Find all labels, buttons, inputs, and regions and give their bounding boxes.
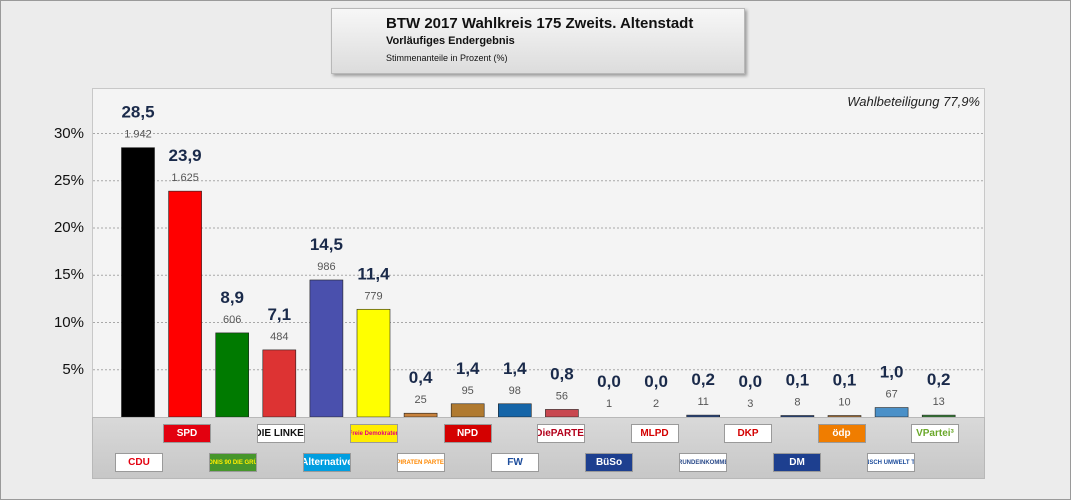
logo-afd: Alternative — [303, 453, 351, 472]
logo-bge: GRUNDEINKOMMEN — [679, 453, 727, 472]
value-label: 11,4 — [357, 264, 390, 283]
bar-cdu — [121, 147, 155, 418]
bar-grüne — [215, 332, 249, 418]
bar-npd — [450, 403, 485, 418]
chart-note: Stimmenanteile in Prozent (%) — [386, 53, 508, 63]
votes-label: 67 — [885, 389, 897, 401]
y-tick-label: 5% — [62, 360, 84, 378]
logo-dkp: DKP — [724, 424, 772, 443]
logo-spd: SPD — [163, 424, 211, 443]
y-axis: 5% 10% 15% 20% 25% 30% — [0, 0, 92, 420]
value-label: 14,5 — [310, 235, 343, 254]
logo-fdp: Freie Demokraten — [350, 424, 398, 443]
votes-label: 56 — [556, 390, 568, 402]
value-label: 7,1 — [267, 305, 291, 324]
value-label: 1,0 — [880, 363, 904, 382]
value-label: 0,2 — [927, 370, 951, 389]
value-label: 0,1 — [833, 371, 857, 390]
votes-label: 484 — [270, 331, 288, 343]
y-tick-label: 20% — [53, 219, 84, 236]
bar-die-linke — [262, 349, 297, 418]
votes-label: 25 — [414, 394, 426, 406]
logo-die-linke: DIE LINKE. — [256, 424, 305, 443]
votes-label: 10 — [838, 397, 850, 409]
bar-bge — [686, 414, 721, 418]
logo-cdu: CDU — [115, 453, 163, 472]
bar-die-partei — [545, 409, 579, 418]
logo-gruene: BÜNDNIS 90 DIE GRÜNEN — [209, 453, 257, 472]
y-tick-label: 15% — [53, 266, 84, 284]
y-tick-label: 10% — [53, 313, 84, 331]
y-tick-label: 25% — [53, 171, 84, 189]
logo-npd: NPD — [443, 424, 492, 443]
value-label: 1,4 — [503, 359, 527, 378]
logo-bueso: BüSo — [585, 453, 633, 472]
logo-oedp: ödp — [817, 424, 866, 443]
value-label: 0,0 — [644, 372, 668, 391]
logo-v-partei: VPartei³ — [911, 424, 959, 443]
logo-dm: DM — [773, 453, 821, 472]
bar-fdp — [356, 308, 391, 418]
votes-label: 11 — [697, 396, 708, 408]
logo-mlpd: MLPD — [630, 424, 679, 443]
chart-subtitle: Vorläufiges Endergebnis — [386, 35, 515, 47]
votes-label: 95 — [462, 385, 474, 397]
bar-tierschutz — [874, 407, 909, 418]
votes-label: 98 — [509, 385, 521, 397]
value-label: 0,4 — [409, 368, 433, 387]
title-box: BTW 2017 Wahlkreis 175 Zweits. Altenstad… — [331, 8, 745, 74]
value-label: 0,8 — [550, 364, 574, 383]
value-label: 0,0 — [738, 372, 762, 391]
party-logo-strip: SPD DIE LINKE. Freie Demokraten NPD DiePARTE… — [92, 417, 985, 479]
value-label: 28,5 — [121, 103, 154, 122]
votes-label: 986 — [317, 261, 335, 273]
logo-piraten: PIRATEN PARTEI — [397, 453, 445, 472]
votes-label: 2 — [653, 398, 659, 410]
value-label: 0,2 — [691, 370, 715, 389]
votes-label: 3 — [747, 398, 753, 410]
value-label: 1,4 — [456, 359, 480, 378]
bar-spd — [168, 190, 202, 418]
votes-label: 13 — [933, 396, 945, 408]
votes-label: 1.625 — [171, 172, 199, 184]
bar-afd — [309, 279, 344, 418]
votes-label: 1 — [606, 398, 612, 410]
y-tick-label: 30% — [53, 124, 84, 142]
votes-label: 1.942 — [124, 129, 152, 141]
logo-tierschutz: PARTEI MENSCH UMWELT TIERSCHUTZ — [867, 453, 915, 472]
value-label: 0,0 — [597, 372, 621, 391]
turnout-label: Wahlbeteiligung 77,9% — [847, 94, 980, 109]
bar-fw — [497, 403, 532, 418]
votes-label: 606 — [223, 314, 241, 326]
logo-die-partei: DiePARTEI — [537, 424, 585, 443]
value-label: 8,9 — [220, 288, 244, 307]
chart-title: BTW 2017 Wahlkreis 175 Zweits. Altenstad… — [386, 15, 694, 32]
value-label: 23,9 — [169, 146, 202, 165]
value-label: 0,1 — [786, 371, 810, 390]
votes-label: 8 — [794, 397, 800, 409]
bar-v-partei- — [921, 414, 956, 418]
votes-label: 779 — [364, 290, 382, 302]
logo-freie-waehler: FW — [491, 453, 539, 472]
